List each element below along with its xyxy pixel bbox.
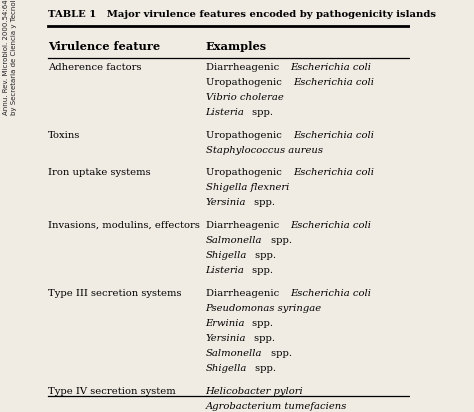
Text: Type IV secretion system: Type IV secretion system	[48, 387, 176, 396]
Text: Shigella: Shigella	[206, 251, 247, 260]
Text: Agrobacterium tumefaciens: Agrobacterium tumefaciens	[206, 402, 347, 411]
Text: Escherichia coli: Escherichia coli	[293, 78, 374, 87]
Text: spp.: spp.	[268, 349, 292, 358]
Text: Diarrheagenic: Diarrheagenic	[206, 289, 282, 297]
Text: TABLE 1   Major virulence features encoded by pathogenicity islands: TABLE 1 Major virulence features encoded…	[48, 10, 437, 19]
Text: Virulence feature: Virulence feature	[48, 41, 161, 52]
Text: Vibrio cholerae: Vibrio cholerae	[206, 93, 283, 102]
Text: spp.: spp.	[252, 251, 275, 260]
Text: Uropathogenic: Uropathogenic	[206, 78, 284, 87]
Text: spp.: spp.	[251, 199, 274, 208]
Text: Yersinia: Yersinia	[206, 334, 246, 343]
Text: Diarrheagenic: Diarrheagenic	[206, 221, 282, 230]
Text: spp.: spp.	[252, 365, 275, 373]
Text: Listeria: Listeria	[206, 108, 245, 117]
Text: Invasions, modulins, effectors: Invasions, modulins, effectors	[48, 221, 200, 230]
Text: Uropathogenic: Uropathogenic	[206, 131, 284, 140]
Text: Type III secretion systems: Type III secretion systems	[48, 289, 182, 297]
Text: spp.: spp.	[249, 108, 273, 117]
Text: Listeria: Listeria	[206, 266, 245, 275]
Text: Yersinia: Yersinia	[206, 199, 246, 208]
Text: Escherichia coli: Escherichia coli	[291, 289, 372, 297]
Text: by Secretaria de Ciencia y Tecnologia de Argen...: by Secretaria de Ciencia y Tecnologia de…	[11, 0, 17, 115]
Text: Escherichia coli: Escherichia coli	[291, 221, 372, 230]
Text: Salmonella: Salmonella	[206, 349, 262, 358]
Text: spp.: spp.	[251, 334, 274, 343]
Text: Escherichia coli: Escherichia coli	[293, 131, 374, 140]
Text: Toxins: Toxins	[48, 131, 81, 140]
Text: Pseudomonas syringae: Pseudomonas syringae	[206, 304, 322, 313]
Text: Salmonella: Salmonella	[206, 236, 262, 245]
Text: Examples: Examples	[206, 41, 267, 52]
Text: Iron uptake systems: Iron uptake systems	[48, 168, 151, 177]
Text: Staphylococcus aureus: Staphylococcus aureus	[206, 146, 322, 155]
Text: Uropathogenic: Uropathogenic	[206, 168, 284, 177]
Text: Shigella: Shigella	[206, 365, 247, 373]
Text: Shigella flexneri: Shigella flexneri	[206, 183, 289, 192]
Text: Escherichia coli: Escherichia coli	[293, 168, 374, 177]
Text: Erwinia: Erwinia	[206, 319, 245, 328]
Text: Diarrheagenic: Diarrheagenic	[206, 63, 282, 72]
Text: Adherence factors: Adherence factors	[48, 63, 142, 72]
Text: Helicobacter pylori: Helicobacter pylori	[206, 387, 303, 396]
Text: Annu. Rev. Microbiol. 2000.54:641-679. Downl...: Annu. Rev. Microbiol. 2000.54:641-679. D…	[3, 0, 9, 115]
Text: spp.: spp.	[249, 319, 273, 328]
Text: spp.: spp.	[268, 236, 292, 245]
Text: Escherichia coli: Escherichia coli	[291, 63, 372, 72]
Text: spp.: spp.	[249, 266, 273, 275]
